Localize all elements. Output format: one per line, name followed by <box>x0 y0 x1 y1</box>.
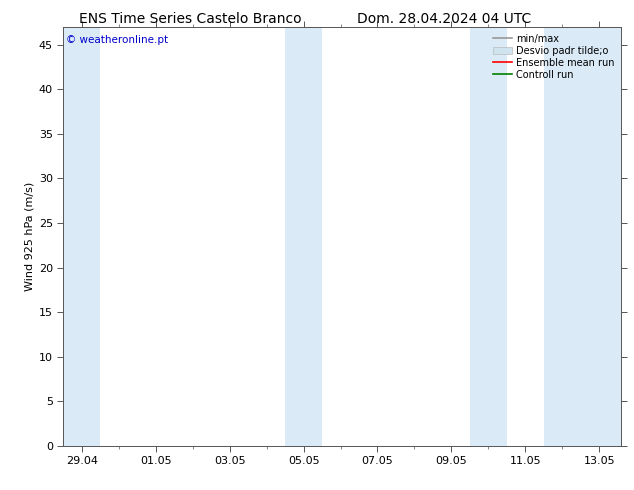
Bar <box>63 27 100 446</box>
Bar <box>470 27 507 446</box>
Legend: min/max, Desvio padr tilde;o, Ensemble mean run, Controll run: min/max, Desvio padr tilde;o, Ensemble m… <box>491 32 616 81</box>
Text: Dom. 28.04.2024 04 UTC: Dom. 28.04.2024 04 UTC <box>357 12 531 26</box>
Text: ENS Time Series Castelo Branco: ENS Time Series Castelo Branco <box>79 12 302 26</box>
Bar <box>285 27 322 446</box>
Y-axis label: Wind 925 hPa (m/s): Wind 925 hPa (m/s) <box>25 182 35 291</box>
Text: © weatheronline.pt: © weatheronline.pt <box>66 35 168 46</box>
Bar <box>544 27 621 446</box>
